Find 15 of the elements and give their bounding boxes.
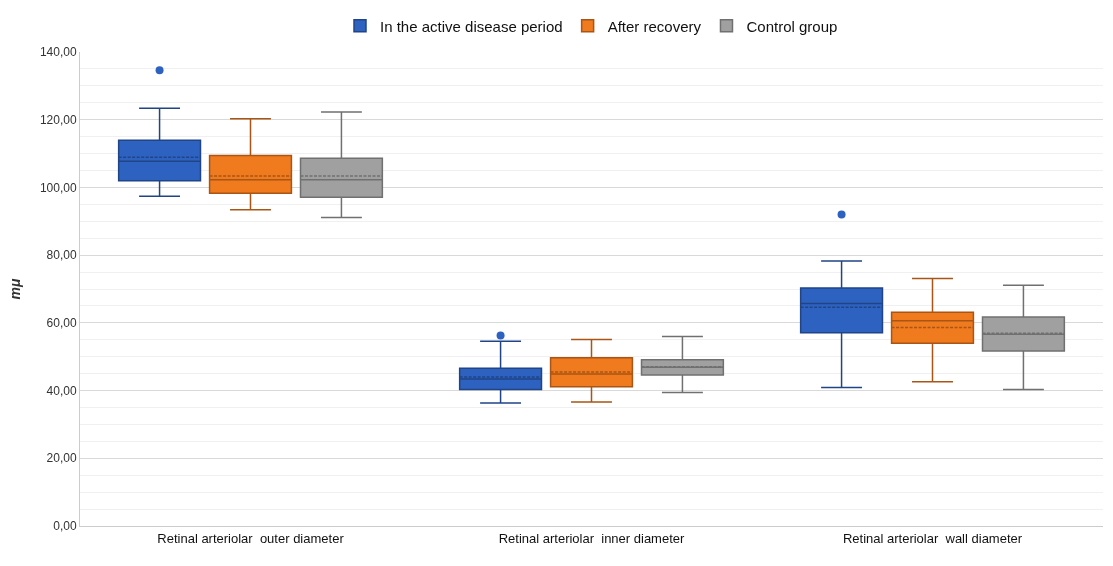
- y-tick-label: 40,00: [46, 383, 77, 398]
- x-tick-label: Retinal arteriolar outer diameter: [157, 530, 345, 546]
- x-tick-label: Retinal arteriolar inner diameter: [498, 530, 686, 546]
- legend-label: In the active disease period: [380, 17, 563, 35]
- y-axis-title: mμ: [7, 278, 24, 300]
- x-tick-label: Retinal arteriolar wall diameter: [842, 530, 1023, 546]
- y-tick-label: 100,00: [39, 180, 77, 195]
- legend-label: After recovery: [607, 17, 702, 35]
- legend-label: Control group: [746, 17, 838, 35]
- y-tick-label: 80,00: [46, 248, 77, 263]
- y-tick-label: 20,00: [46, 451, 77, 466]
- y-tick-label: 60,00: [46, 316, 77, 331]
- y-tick-label: 0,00: [53, 519, 77, 534]
- y-tick-label: 120,00: [39, 112, 77, 127]
- y-tick-label: 140,00: [39, 45, 77, 60]
